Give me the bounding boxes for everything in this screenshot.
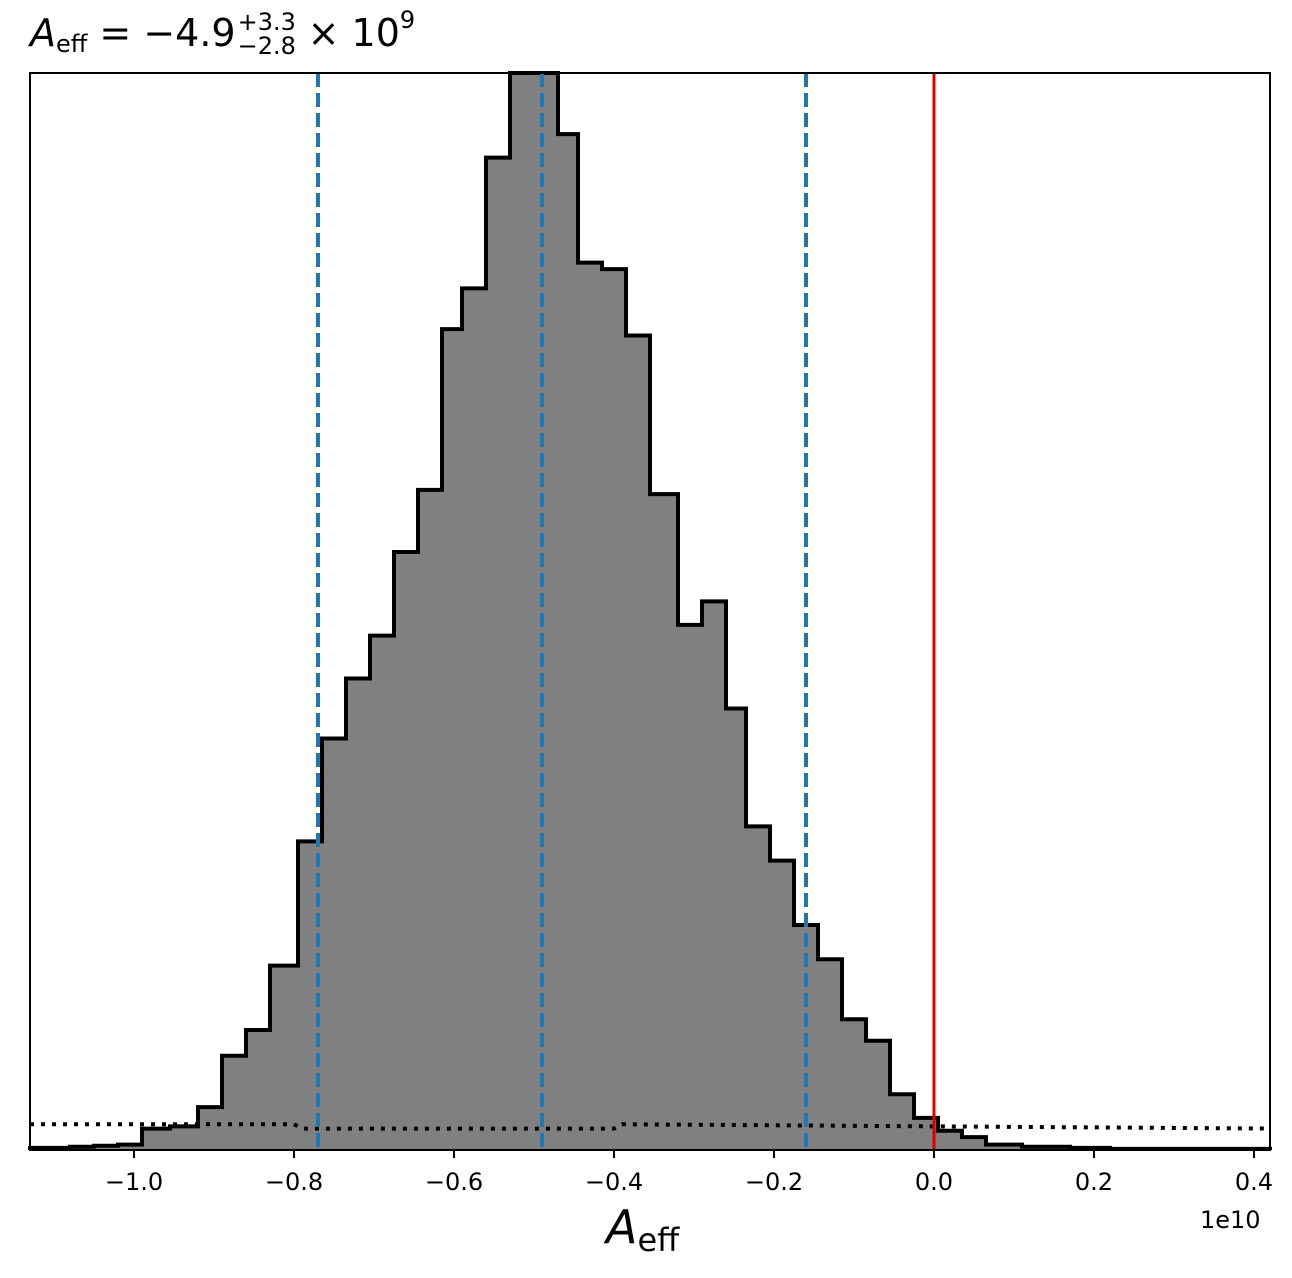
x-axis-offset-text: 1e10 [1200, 1206, 1261, 1234]
histogram-bar [578, 262, 602, 1150]
title-equals: = −4.9 [99, 11, 236, 55]
histogram-bar [222, 1055, 246, 1150]
x-tick-label: 0.4 [1235, 1168, 1273, 1196]
histogram-bar [626, 335, 650, 1150]
plot-frame [29, 72, 1271, 1151]
histogram-bar [246, 1029, 270, 1150]
histogram-bar [418, 489, 442, 1150]
histogram-bar [322, 738, 346, 1150]
x-axis-label: Aeff [606, 1200, 679, 1259]
histogram-bar [118, 1144, 142, 1150]
x-tick-label: −1.0 [105, 1168, 163, 1196]
x-ticks-layer: −1.0 −0.8 −0.6 −0.4 −0.2 0.0 0.2 0.4 [105, 1150, 1273, 1196]
histogram-bar [510, 73, 534, 1150]
x-tick-label: 0.0 [915, 1168, 953, 1196]
histogram-bar [890, 1094, 914, 1150]
x-tick-label: −0.8 [265, 1168, 323, 1196]
histogram-bar [938, 1130, 962, 1150]
x-tick-label: 0.2 [1075, 1168, 1113, 1196]
histogram-bar [94, 1145, 118, 1150]
title-upper-error: +3.3 [237, 7, 296, 36]
histogram-bar [986, 1144, 1022, 1150]
title-subscript: eff [56, 30, 88, 58]
histogram-bar [534, 73, 558, 1150]
title-errors: +3.3 −2.8 [237, 10, 308, 60]
histogram-bar [770, 860, 794, 1150]
histogram-outline [28, 71, 1272, 1151]
xlabel-subscript: eff [637, 1221, 680, 1259]
title-lower-error: −2.8 [237, 31, 296, 60]
histogram-bar [818, 959, 842, 1150]
histogram-bar [270, 965, 298, 1150]
histogram-bar [962, 1137, 986, 1150]
histogram-bar [142, 1128, 170, 1150]
histogram-bar [558, 134, 578, 1150]
x-tick-label: −0.2 [745, 1168, 803, 1196]
prior-dotted-line [30, 1122, 1271, 1131]
histogram-bar [370, 635, 394, 1150]
overlay-lines-layer [30, 73, 1271, 1150]
histogram-bar [346, 678, 370, 1150]
histogram-bar [650, 494, 678, 1150]
histogram-bar [746, 826, 770, 1150]
title-times: × 10 [307, 11, 400, 55]
xlabel-symbol: A [606, 1200, 638, 1254]
histogram-bar [170, 1126, 198, 1150]
title-exponent: 9 [399, 6, 416, 34]
histogram-bar [702, 601, 726, 1150]
title-symbol: A [30, 11, 56, 55]
histogram-bar [726, 708, 746, 1150]
histogram-bar [678, 624, 702, 1150]
histogram-layer [28, 71, 1272, 1151]
chart-title: Aeff = −4.9 +3.3 −2.8 × 109 [30, 6, 415, 58]
histogram-bar [866, 1040, 890, 1150]
histogram-bar [602, 269, 626, 1150]
histogram-bar [486, 157, 510, 1151]
histogram-bar [462, 288, 486, 1150]
x-tick-label: −0.4 [585, 1168, 643, 1196]
histogram-bar [442, 329, 462, 1150]
histogram-bar [394, 552, 418, 1150]
histogram-bar [198, 1107, 222, 1150]
histogram-bar [842, 1019, 866, 1150]
x-tick-label: −0.6 [425, 1168, 483, 1196]
